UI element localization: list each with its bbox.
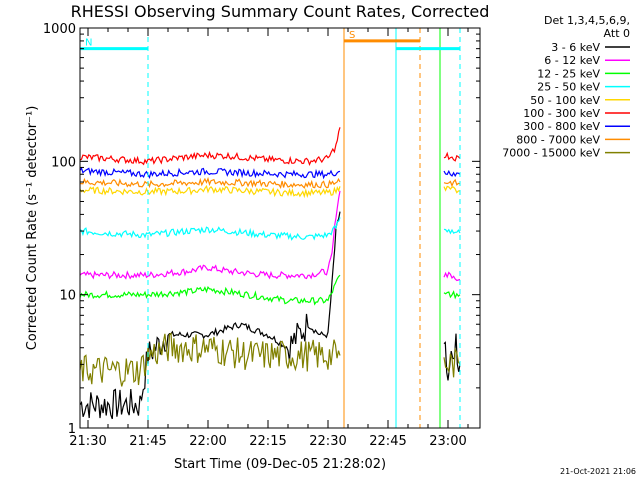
y-tick-label-1: 10 bbox=[59, 289, 76, 304]
series-line-late-7 bbox=[443, 178, 461, 188]
series-line-main-6 bbox=[79, 166, 341, 180]
series-line-late-3 bbox=[443, 228, 461, 235]
series-line-late-8 bbox=[443, 347, 461, 378]
series-line-main-8 bbox=[79, 332, 341, 387]
legend-label-7: 800 - 7000 keV bbox=[516, 133, 600, 146]
series-line-main-1 bbox=[79, 190, 341, 280]
legend-label-0: 3 - 6 keV bbox=[551, 41, 600, 54]
legend-label-6: 300 - 800 keV bbox=[523, 120, 600, 133]
x-tick-label-5: 22:45 bbox=[369, 434, 406, 449]
footer-timestamp: 21-Oct-2021 21:06 bbox=[560, 467, 636, 476]
series-line-late-1 bbox=[443, 271, 461, 282]
legend-label-4: 50 - 100 keV bbox=[530, 94, 600, 107]
series-line-main-5 bbox=[79, 127, 341, 166]
series-line-late-6 bbox=[443, 169, 461, 178]
series-line-main-3 bbox=[79, 217, 341, 241]
legend-header-1: Det 1,3,4,5,6,9, bbox=[544, 14, 630, 27]
y-tick-label-0: 1 bbox=[68, 422, 76, 437]
legend-label-2: 12 - 25 keV bbox=[537, 67, 600, 80]
x-axis-label: Start Time (09-Dec-05 21:28:02) bbox=[174, 457, 386, 472]
chart-title: RHESSI Observing Summary Count Rates, Co… bbox=[71, 2, 490, 21]
series-line-late-4 bbox=[443, 185, 461, 194]
series-layer bbox=[79, 127, 461, 420]
y-axis-label: Corrected Count Rate (s⁻¹ detector⁻¹) bbox=[25, 106, 40, 351]
x-tick-label-2: 22:00 bbox=[189, 434, 226, 449]
series-line-main-0 bbox=[79, 211, 341, 420]
legend-header-2: Att 0 bbox=[604, 27, 630, 40]
night-0-label: N bbox=[85, 38, 92, 49]
series-line-late-2 bbox=[443, 290, 461, 300]
markers-layer: NS bbox=[79, 28, 461, 428]
x-tick-label-4: 22:30 bbox=[309, 434, 346, 449]
legend-label-1: 6 - 12 keV bbox=[544, 54, 600, 67]
legend-label-3: 25 - 50 keV bbox=[537, 81, 600, 94]
series-line-main-7 bbox=[80, 176, 341, 189]
x-tick-label-3: 22:15 bbox=[249, 434, 286, 449]
y-tick-label-3: 1000 bbox=[43, 22, 76, 37]
x-tick-label-0: 21:30 bbox=[69, 434, 106, 449]
x-tick-label-1: 21:45 bbox=[129, 434, 166, 449]
x-axis: 21:30 21:45 22:00 22:15 22:30 22:45 23:00 bbox=[69, 28, 469, 449]
y-tick-label-2: 100 bbox=[51, 155, 76, 170]
saa-0-label: S bbox=[349, 30, 355, 41]
legend-label-8: 7000 - 15000 keV bbox=[502, 147, 600, 160]
x-tick-label-6: 23:00 bbox=[429, 434, 466, 449]
legend-label-5: 100 - 300 keV bbox=[523, 107, 600, 120]
series-line-main-4 bbox=[79, 184, 341, 199]
series-line-main-2 bbox=[79, 274, 341, 306]
series-line-late-5 bbox=[443, 151, 461, 162]
plot-frame bbox=[79, 27, 481, 429]
y-axis: 1 10 100 1000 bbox=[43, 22, 480, 437]
